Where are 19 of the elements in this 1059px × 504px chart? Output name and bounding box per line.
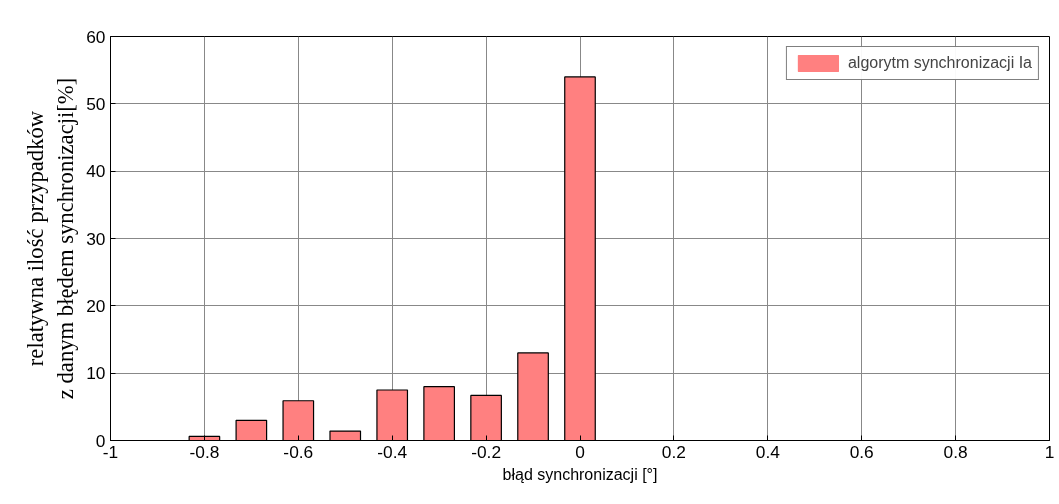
y-tick-label: 40 — [86, 161, 106, 182]
x-tick-label: 0.8 — [943, 441, 968, 462]
y-tick-label: 20 — [86, 295, 106, 316]
x-tick-label: -0.8 — [189, 441, 220, 462]
x-tick-label: 0.6 — [849, 441, 874, 462]
x-tick-label: -0.4 — [377, 441, 408, 462]
y-tick-label: 30 — [86, 228, 106, 249]
legend-label: algorytm synchronizacji Ia — [847, 54, 1032, 72]
y-axis-title: relatywna ilość przypadków z danym błędem synchronizacji[%] — [23, 77, 79, 400]
y-tick-label: 50 — [86, 93, 106, 114]
x-tick-label: -0.6 — [283, 441, 314, 462]
x-tick-label: 1 — [1044, 441, 1055, 462]
y-tick-label: 60 — [86, 26, 106, 47]
x-tick-label: 0.2 — [661, 441, 686, 462]
y-tick-label: 10 — [86, 363, 106, 384]
x-tick-label: -0.2 — [471, 441, 502, 462]
x-tick-label: 0 — [575, 441, 585, 462]
x-axis-title: błąd synchronizacji [°] — [502, 465, 658, 483]
x-tick-label: 0.4 — [755, 441, 781, 462]
